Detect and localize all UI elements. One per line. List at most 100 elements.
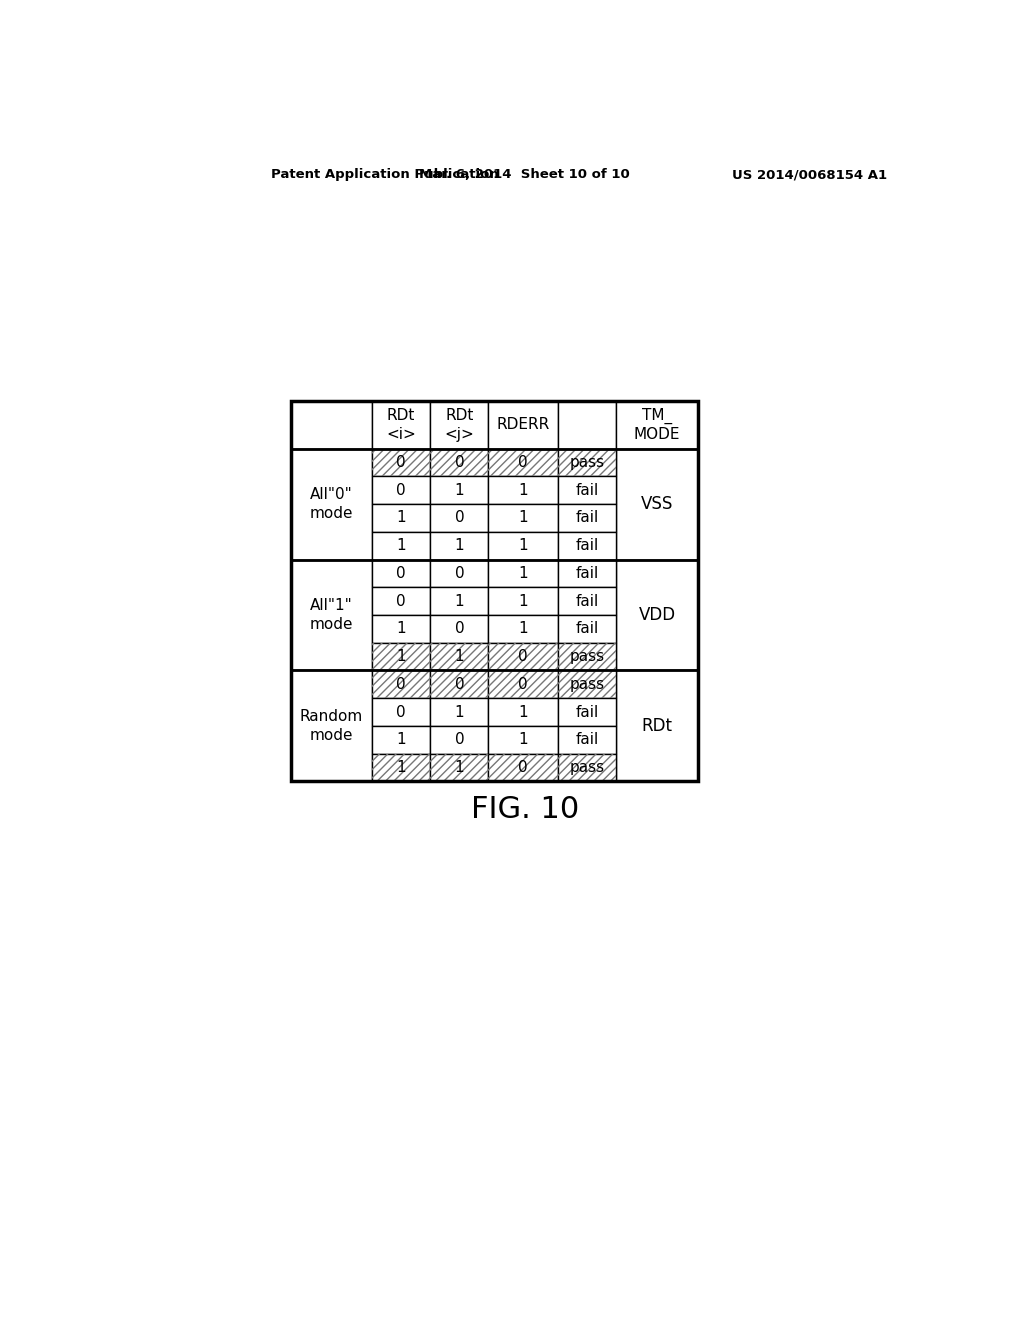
- Bar: [558, 615, 616, 643]
- Bar: [430, 532, 488, 560]
- Bar: [372, 671, 430, 698]
- Text: fail: fail: [575, 622, 599, 636]
- Bar: [558, 477, 616, 504]
- Bar: [372, 643, 430, 671]
- Bar: [372, 671, 430, 698]
- Text: RDERR: RDERR: [497, 417, 550, 433]
- Text: 1: 1: [396, 622, 406, 636]
- Bar: [430, 643, 488, 671]
- Bar: [372, 477, 430, 504]
- Bar: [430, 615, 488, 643]
- Bar: [616, 671, 697, 781]
- Text: fail: fail: [575, 539, 599, 553]
- Bar: [430, 754, 488, 781]
- Bar: [488, 643, 558, 671]
- Text: TM_
MODE: TM_ MODE: [634, 408, 680, 442]
- Bar: [430, 504, 488, 532]
- Text: fail: fail: [575, 733, 599, 747]
- Text: RDt
<j>: RDt <j>: [444, 408, 474, 442]
- Text: Patent Application Publication: Patent Application Publication: [271, 169, 499, 181]
- Text: 0: 0: [455, 566, 464, 581]
- Bar: [372, 754, 430, 781]
- Bar: [291, 671, 372, 781]
- Bar: [372, 401, 430, 449]
- Text: pass: pass: [569, 649, 605, 664]
- Bar: [372, 449, 430, 477]
- Bar: [430, 671, 488, 698]
- Bar: [616, 401, 697, 449]
- Text: fail: fail: [575, 594, 599, 609]
- Text: 1: 1: [396, 539, 406, 553]
- Bar: [558, 560, 616, 587]
- Text: RDt: RDt: [641, 717, 673, 735]
- Text: 0: 0: [455, 733, 464, 747]
- Text: 0: 0: [518, 649, 528, 664]
- Text: VSS: VSS: [641, 495, 673, 513]
- Bar: [558, 643, 616, 671]
- Text: 0: 0: [396, 483, 406, 498]
- Text: 1: 1: [455, 539, 464, 553]
- Bar: [372, 587, 430, 615]
- Text: fail: fail: [575, 566, 599, 581]
- Bar: [558, 671, 616, 698]
- Text: Random
mode: Random mode: [300, 709, 364, 743]
- Text: Mar. 6, 2014  Sheet 10 of 10: Mar. 6, 2014 Sheet 10 of 10: [420, 169, 630, 181]
- Text: 1: 1: [455, 594, 464, 609]
- Text: 0: 0: [518, 760, 528, 775]
- Bar: [616, 560, 697, 671]
- Bar: [488, 671, 558, 698]
- Text: fail: fail: [575, 483, 599, 498]
- Bar: [558, 449, 616, 477]
- Text: 0: 0: [396, 705, 406, 719]
- Text: 1: 1: [518, 622, 528, 636]
- Bar: [488, 477, 558, 504]
- Bar: [488, 504, 558, 532]
- Text: 1: 1: [455, 760, 464, 775]
- Text: 1: 1: [518, 566, 528, 581]
- Bar: [558, 449, 616, 477]
- Bar: [430, 560, 488, 587]
- Text: 1: 1: [518, 594, 528, 609]
- Bar: [558, 587, 616, 615]
- Text: 0: 0: [518, 455, 528, 470]
- Bar: [558, 726, 616, 754]
- Bar: [291, 560, 372, 671]
- Text: US 2014/0068154 A1: US 2014/0068154 A1: [732, 169, 888, 181]
- Bar: [558, 532, 616, 560]
- Bar: [372, 754, 430, 781]
- Bar: [488, 587, 558, 615]
- Text: 1: 1: [396, 511, 406, 525]
- Bar: [488, 754, 558, 781]
- Text: 1: 1: [518, 483, 528, 498]
- Bar: [372, 560, 430, 587]
- Bar: [372, 615, 430, 643]
- Text: 1: 1: [518, 733, 528, 747]
- Bar: [488, 698, 558, 726]
- Text: 1: 1: [396, 760, 406, 775]
- Bar: [488, 560, 558, 587]
- Bar: [291, 401, 697, 781]
- Bar: [430, 477, 488, 504]
- Text: 0: 0: [396, 594, 406, 609]
- Bar: [372, 504, 430, 532]
- Text: RDt
<i>: RDt <i>: [386, 408, 416, 442]
- Bar: [488, 726, 558, 754]
- Bar: [291, 401, 372, 449]
- Bar: [558, 754, 616, 781]
- Bar: [430, 401, 488, 449]
- Text: 1: 1: [455, 705, 464, 719]
- Bar: [488, 532, 558, 560]
- Text: pass: pass: [569, 677, 605, 692]
- Text: All"1"
mode: All"1" mode: [309, 598, 353, 632]
- Bar: [488, 449, 558, 477]
- Bar: [558, 401, 616, 449]
- Text: 1: 1: [518, 705, 528, 719]
- Bar: [488, 615, 558, 643]
- Bar: [488, 401, 558, 449]
- Text: 1: 1: [396, 649, 406, 664]
- Bar: [430, 643, 488, 671]
- Bar: [372, 726, 430, 754]
- Bar: [372, 449, 430, 477]
- Bar: [558, 671, 616, 698]
- Text: fail: fail: [575, 705, 599, 719]
